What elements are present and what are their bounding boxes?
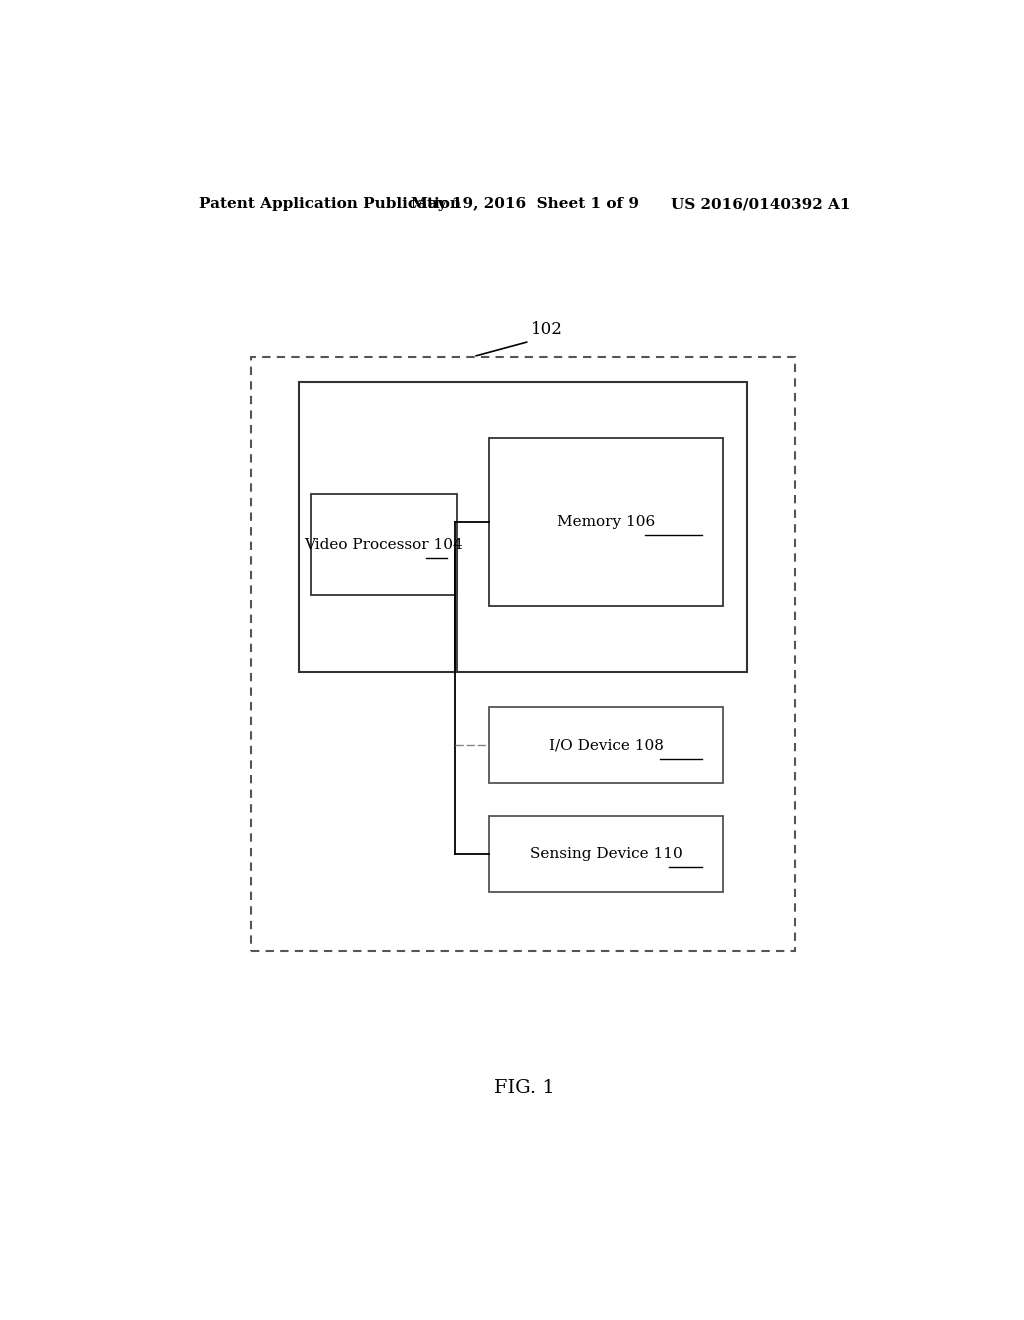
- Text: Memory 106: Memory 106: [557, 515, 655, 529]
- FancyBboxPatch shape: [310, 494, 458, 595]
- Text: May 19, 2016  Sheet 1 of 9: May 19, 2016 Sheet 1 of 9: [411, 197, 639, 211]
- FancyBboxPatch shape: [455, 545, 458, 672]
- Text: Sensing Device 110: Sensing Device 110: [529, 847, 683, 861]
- FancyBboxPatch shape: [489, 816, 723, 892]
- Text: 102: 102: [531, 321, 563, 338]
- Text: US 2016/0140392 A1: US 2016/0140392 A1: [671, 197, 850, 211]
- FancyBboxPatch shape: [489, 438, 723, 606]
- Text: Video Processor 104: Video Processor 104: [304, 537, 463, 552]
- FancyBboxPatch shape: [489, 708, 723, 784]
- Text: Patent Application Publication: Patent Application Publication: [200, 197, 462, 211]
- Text: FIG. 1: FIG. 1: [495, 1080, 555, 1097]
- Text: I/O Device 108: I/O Device 108: [549, 738, 664, 752]
